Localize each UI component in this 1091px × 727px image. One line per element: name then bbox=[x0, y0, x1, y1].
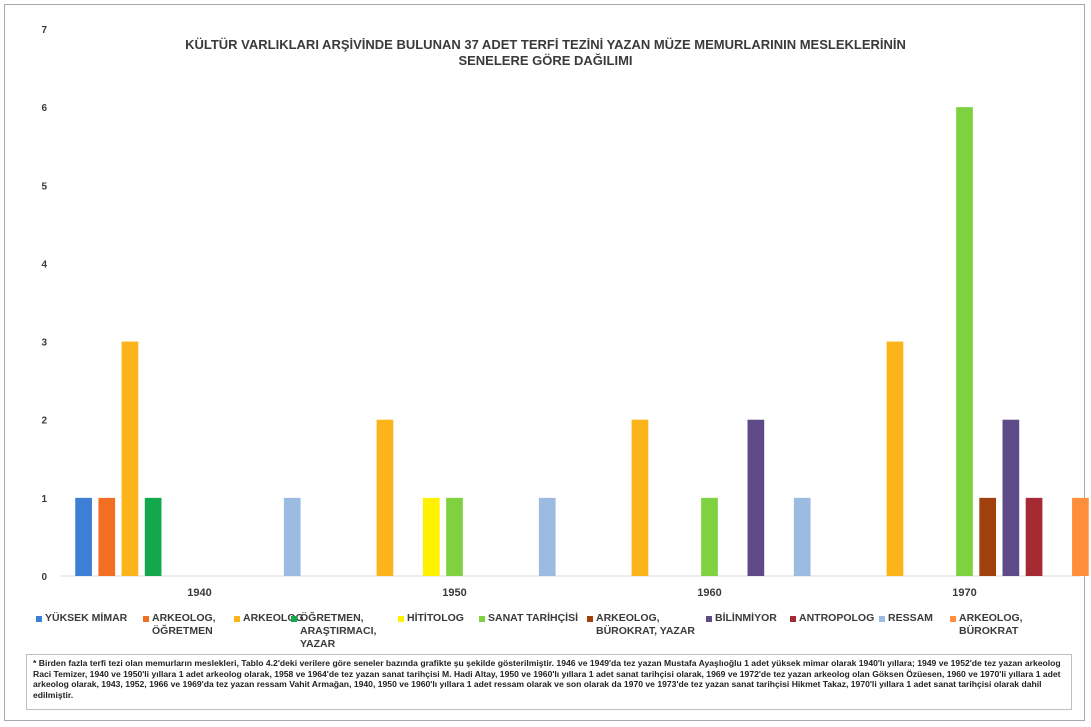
bar-1970-series-8 bbox=[1025, 497, 1043, 576]
legend-swatch bbox=[291, 616, 297, 622]
y-tick-label: 6 bbox=[41, 103, 47, 114]
y-tick-label: 5 bbox=[41, 181, 47, 192]
bar-1960-series-7 bbox=[747, 419, 765, 576]
bar-1940-series-0 bbox=[75, 497, 92, 576]
y-tick-label: 0 bbox=[41, 572, 47, 583]
legend-item: SANAT TARİHÇİSİ bbox=[479, 612, 578, 625]
legend-item: ARKEOLOG, BÜROKRAT, YAZAR bbox=[587, 612, 695, 638]
legend-item: BİLİNMİYOR bbox=[706, 612, 777, 625]
legend-item: ARKEOLOG bbox=[234, 612, 304, 625]
legend-label: ARKEOLOG bbox=[243, 612, 304, 624]
legend-item: ANTROPOLOG bbox=[790, 612, 874, 625]
bar-1950-series-4 bbox=[422, 497, 440, 576]
bar-1970-series-7 bbox=[1002, 419, 1020, 576]
legend-label: ÖĞRETMEN, ARAŞTIRMACI, YAZAR bbox=[300, 612, 377, 650]
legend-swatch bbox=[479, 616, 485, 622]
legend-label: BİLİNMİYOR bbox=[715, 612, 777, 624]
bar-1970-series-5 bbox=[956, 107, 973, 577]
bar-1960-series-9 bbox=[793, 497, 811, 576]
legend-swatch bbox=[790, 616, 796, 622]
bar-1940-series-2 bbox=[121, 341, 139, 576]
legend-swatch bbox=[36, 616, 42, 622]
bar-1960-series-5 bbox=[701, 497, 718, 576]
chart-frame bbox=[4, 4, 1085, 721]
legend-label: ARKEOLOG, ÖĞRETMEN bbox=[152, 612, 216, 637]
bar-1950-series-5 bbox=[446, 497, 463, 576]
legend-item: HİTİTOLOG bbox=[398, 612, 464, 625]
chart-legend: YÜKSEK MİMAR ARKEOLOG, ÖĞRETMEN ARKEOLOG ÖĞ… bbox=[36, 612, 1076, 651]
legend-swatch bbox=[706, 616, 712, 622]
bar-1940-series-3 bbox=[144, 497, 162, 576]
legend-label: SANAT TARİHÇİSİ bbox=[488, 612, 579, 624]
x-tick-label: 1940 bbox=[187, 587, 211, 599]
bar-1940-series-1 bbox=[98, 497, 116, 576]
legend-label: ARKEOLOG, BÜROKRAT bbox=[959, 612, 1023, 637]
legend-swatch bbox=[398, 616, 404, 622]
bar-1970-series-10 bbox=[1072, 497, 1089, 576]
legend-swatch bbox=[234, 616, 240, 622]
bar-1970-series-6 bbox=[979, 497, 997, 576]
legend-label: YÜKSEK MİMAR bbox=[45, 612, 128, 624]
bar-1970-series-2 bbox=[886, 341, 904, 576]
legend-swatch bbox=[587, 616, 593, 622]
x-tick-label: 1970 bbox=[952, 587, 976, 599]
legend-label: RESSAM bbox=[888, 612, 933, 624]
bar-chart: 0 1 2 3 4 5 6 7 1940 1950 1960 1970 bbox=[41, 25, 1089, 599]
legend-swatch bbox=[143, 616, 149, 622]
y-tick-label: 2 bbox=[41, 416, 47, 427]
y-tick-label: 7 bbox=[41, 25, 47, 36]
legend-swatch bbox=[950, 616, 956, 622]
y-tick-label: 4 bbox=[41, 259, 47, 270]
legend-item: ARKEOLOG, ÖĞRETMEN bbox=[143, 612, 216, 638]
bar-1950-series-9 bbox=[538, 497, 556, 576]
legend-item: ÖĞRETMEN, ARAŞTIRMACI, YAZAR bbox=[291, 612, 376, 651]
legend-label: HİTİTOLOG bbox=[407, 612, 464, 624]
bar-1940-series-9 bbox=[283, 497, 301, 576]
y-tick-label: 3 bbox=[41, 338, 47, 349]
legend-swatch bbox=[879, 616, 885, 622]
chart-footnote: * Birden fazla terfi tezi olan memurları… bbox=[26, 654, 1072, 710]
y-tick-label: 1 bbox=[41, 494, 47, 505]
legend-item: YÜKSEK MİMAR bbox=[36, 612, 127, 625]
legend-label: ARKEOLOG, BÜROKRAT, YAZAR bbox=[596, 612, 695, 637]
chart-title: KÜLTÜR VARLIKLARI ARŞİVİNDE BULUNAN 37 A… bbox=[185, 37, 906, 52]
bar-1950-series-2 bbox=[376, 419, 394, 576]
x-tick-label: 1950 bbox=[442, 587, 466, 599]
x-tick-label: 1960 bbox=[697, 587, 721, 599]
chart-subtitle: SENELERE GÖRE DAĞILIMI bbox=[458, 53, 633, 68]
legend-item: ARKEOLOG, BÜROKRAT bbox=[950, 612, 1076, 638]
bar-1960-series-2 bbox=[631, 419, 649, 576]
legend-label: ANTROPOLOG bbox=[799, 612, 875, 624]
legend-item: RESSAM bbox=[879, 612, 933, 625]
